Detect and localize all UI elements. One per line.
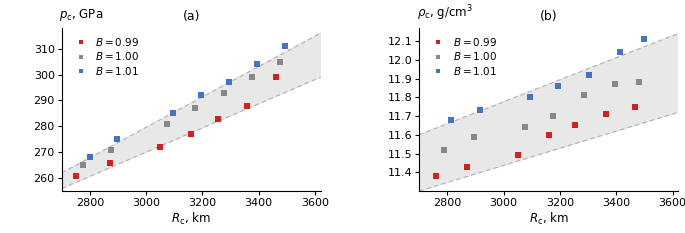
- X-axis label: $R_{\mathrm{c}}$, km: $R_{\mathrm{c}}$, km: [171, 211, 211, 227]
- Point: [186, 132, 197, 136]
- Text: $p_{\mathrm{c}}$, GPa: $p_{\mathrm{c}}$, GPa: [59, 7, 103, 23]
- Point: [601, 112, 612, 116]
- Point: [280, 44, 291, 48]
- Point: [275, 60, 286, 63]
- Point: [242, 104, 253, 107]
- Polygon shape: [419, 34, 678, 191]
- Point: [512, 154, 523, 157]
- Point: [77, 163, 88, 167]
- Point: [525, 96, 536, 99]
- Point: [439, 148, 450, 152]
- Point: [270, 75, 281, 79]
- Point: [162, 122, 173, 126]
- Point: [547, 114, 558, 118]
- Point: [584, 73, 595, 77]
- Legend: $B = 0.99$, $B = 1.00$, $B = 1.01$: $B = 0.99$, $B = 1.00$, $B = 1.01$: [427, 35, 498, 78]
- Point: [218, 91, 229, 95]
- Point: [431, 174, 442, 178]
- Point: [553, 84, 564, 88]
- Legend: $B = 0.99$, $B = 1.00$, $B = 1.01$: $B = 0.99$, $B = 1.00$, $B = 1.01$: [69, 35, 140, 78]
- Point: [252, 62, 263, 66]
- Point: [543, 133, 554, 137]
- Point: [71, 174, 82, 177]
- Point: [195, 93, 206, 97]
- Point: [629, 105, 640, 109]
- X-axis label: $R_{\mathrm{c}}$, km: $R_{\mathrm{c}}$, km: [529, 211, 569, 227]
- Point: [446, 118, 457, 122]
- Point: [246, 75, 257, 79]
- Text: (a): (a): [182, 10, 200, 23]
- Point: [155, 145, 166, 149]
- Point: [474, 109, 485, 112]
- Point: [519, 125, 530, 129]
- Point: [462, 165, 473, 168]
- Point: [111, 137, 122, 141]
- Point: [84, 156, 95, 159]
- Polygon shape: [62, 33, 321, 188]
- Text: (b): (b): [540, 10, 558, 23]
- Point: [190, 106, 201, 110]
- Point: [615, 51, 626, 54]
- Point: [105, 148, 116, 151]
- Point: [578, 94, 589, 97]
- Point: [633, 80, 644, 84]
- Point: [104, 161, 115, 164]
- Point: [167, 112, 178, 115]
- Point: [469, 135, 479, 139]
- Point: [639, 37, 650, 41]
- Point: [610, 82, 621, 86]
- Point: [212, 117, 223, 120]
- Point: [570, 123, 581, 127]
- Text: $\rho_{\mathrm{c}}$, g/cm$^{3}$: $\rho_{\mathrm{c}}$, g/cm$^{3}$: [416, 3, 472, 23]
- Point: [224, 80, 235, 84]
